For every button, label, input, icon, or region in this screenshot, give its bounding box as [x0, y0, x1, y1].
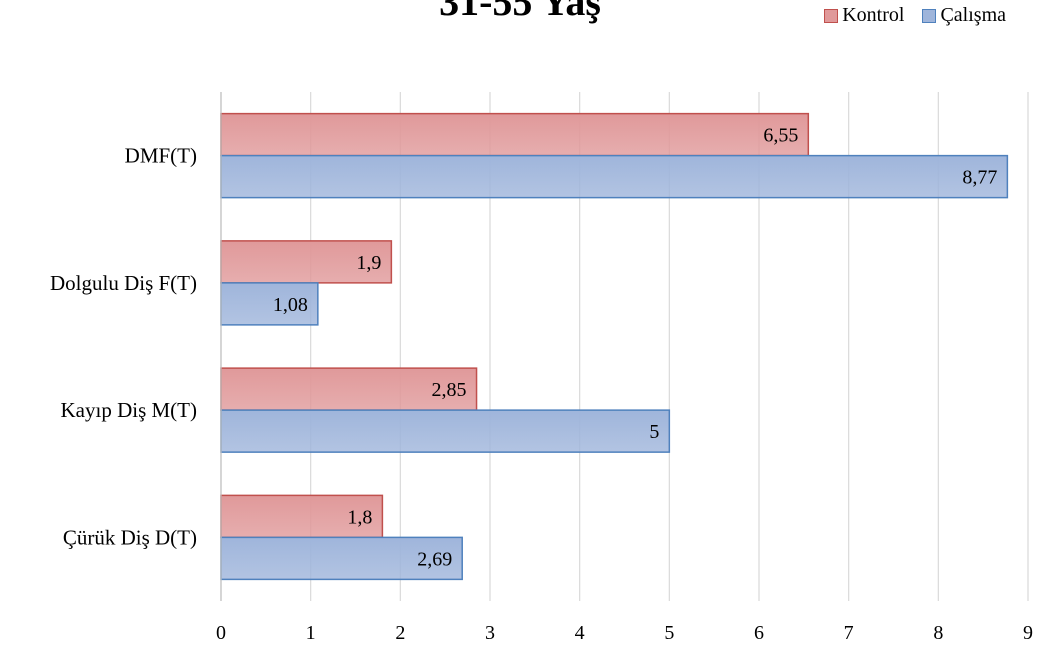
legend-item-calisma: Çalışma — [922, 4, 1006, 27]
legend-item-kontrol: Kontrol — [824, 4, 904, 27]
bar — [220, 409, 671, 453]
legend-swatch-calisma — [922, 8, 937, 23]
bar — [220, 154, 1009, 199]
bar — [220, 112, 810, 157]
category-label: Dolgulu Diş F(T) — [50, 271, 197, 295]
data-label: 2,69 — [417, 548, 452, 570]
chart-title: 31-55 Yaş — [439, 0, 601, 24]
category-label: DMF(T) — [125, 144, 197, 168]
bar — [220, 494, 384, 539]
legend: Kontrol Çalışma — [824, 4, 1006, 27]
x-tick-label: 9 — [1023, 622, 1033, 644]
data-label: 1,9 — [356, 252, 381, 274]
data-label: 5 — [649, 421, 659, 443]
data-label: 2,85 — [432, 379, 467, 401]
x-tick-label: 4 — [575, 622, 585, 644]
x-tick-label: 7 — [844, 622, 854, 644]
data-label: 1,08 — [273, 294, 308, 316]
x-tick-label: 6 — [754, 622, 764, 644]
legend-label-calisma: Çalışma — [940, 4, 1006, 26]
legend-label-kontrol: Kontrol — [842, 4, 905, 26]
x-tick-label: 3 — [485, 622, 495, 644]
bar — [220, 240, 393, 284]
data-label: 8,77 — [962, 167, 997, 189]
bar — [220, 367, 478, 411]
x-tick-label: 5 — [664, 622, 674, 644]
data-label: 6,55 — [763, 125, 798, 147]
x-tick-label: 2 — [395, 622, 405, 644]
bar — [220, 282, 319, 326]
bar — [220, 536, 463, 581]
x-tick-label: 0 — [216, 622, 226, 644]
data-label: 1,8 — [347, 506, 372, 528]
category-label: Çürük Diş D(T) — [63, 525, 197, 549]
x-tick-label: 8 — [933, 622, 943, 644]
legend-swatch-kontrol — [824, 8, 839, 23]
category-label: Kayıp Diş M(T) — [61, 398, 197, 422]
x-tick-label: 1 — [306, 622, 316, 644]
